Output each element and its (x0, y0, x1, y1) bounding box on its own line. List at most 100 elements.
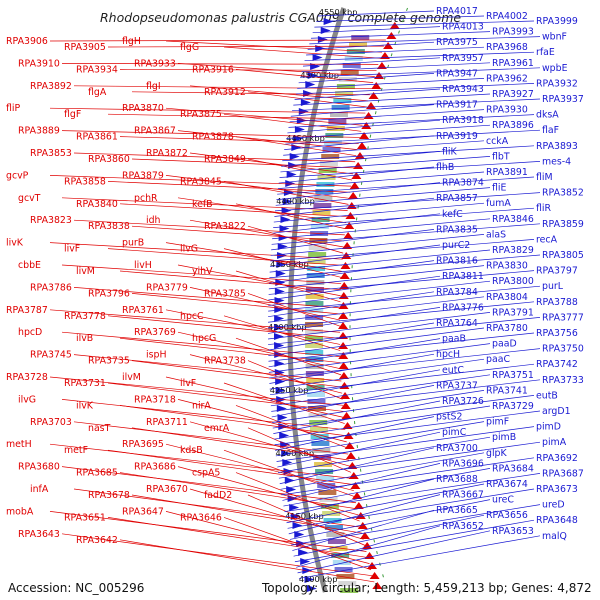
gene-label: RPA3892 (30, 81, 72, 92)
gene-leader-line (286, 483, 485, 524)
gene-label: RPA3751 (492, 370, 534, 381)
gene-leader-line (61, 197, 348, 211)
map-footer: Accession: NC_005296 Topology: circular;… (0, 578, 600, 600)
feature-track-block (306, 273, 325, 278)
reverse-gene-arrow (339, 272, 350, 279)
gene-label: RPA3700 (436, 443, 478, 454)
gene-label: RPA4013 (442, 22, 484, 33)
gene-leader-line (281, 151, 441, 167)
gene-label: RPA3879 (122, 170, 164, 181)
gene-leader-line (278, 441, 541, 479)
gene-leader-line (317, 10, 435, 17)
gene-leader-line (247, 91, 367, 108)
reverse-gene-arrow (338, 362, 349, 369)
feature-track-block (322, 511, 341, 516)
feature-track-block (305, 294, 324, 299)
gene-leader-line (269, 348, 541, 379)
gene-leader-line (278, 436, 491, 473)
reverse-gene-arrow (359, 532, 370, 539)
gene-leader-line (165, 443, 354, 491)
gene-leader-line (316, 15, 485, 22)
gene-leader-line (247, 293, 341, 327)
gene-leader-line (273, 202, 485, 223)
gene-leader-line (235, 136, 357, 157)
gene-leader-line (268, 285, 541, 312)
reverse-gene-arrow (341, 412, 352, 419)
gene-label: RPA3695 (122, 439, 164, 450)
gene-leader-line (273, 405, 491, 440)
gene-label: RPA3918 (442, 115, 484, 126)
gene-label: purC2 (442, 240, 470, 251)
gene-label: flgG (180, 42, 199, 53)
gene-label: RPA3648 (536, 515, 578, 526)
feature-track-block (305, 301, 324, 306)
gene-leader-line (281, 457, 535, 496)
gene-label: fliP (6, 103, 21, 114)
gene-label: RPA3673 (536, 484, 578, 495)
forward-gene-arrow (306, 585, 317, 592)
reverse-gene-arrow (356, 142, 367, 149)
gene-leader-line (268, 270, 535, 295)
gene-label: RPA3910 (18, 58, 60, 69)
gene-label: RPA3930 (486, 105, 528, 116)
feature-track-block (305, 322, 324, 327)
gene-label: cbbE (18, 260, 41, 271)
gene-leader-line (267, 296, 485, 323)
gene-label: hpcH (436, 349, 460, 360)
feature-track-block (317, 175, 336, 180)
gene-label: RPA3680 (18, 462, 60, 473)
gene-label: RPA3933 (134, 58, 176, 69)
kbp-tick-label: 4300 kbp (268, 322, 307, 332)
gene-label: RPA3776 (442, 302, 484, 313)
feature-track-block (305, 329, 324, 334)
kbp-tick-label: 4250 kbp (270, 385, 309, 395)
gene-label: argD1 (542, 406, 571, 417)
gene-leader-line (61, 63, 379, 65)
forward-gene-arrow (275, 387, 286, 394)
forward-gene-arrow (282, 459, 293, 466)
gene-leader-line (165, 175, 350, 199)
forward-gene-arrow (276, 261, 287, 268)
gene-leader-line (189, 219, 344, 248)
feature-track-block (316, 476, 335, 481)
gene-leader-line (189, 287, 341, 321)
gene-label: dksA (536, 110, 559, 121)
gene-label: recA (536, 234, 558, 245)
gene-label: RPA3777 (542, 312, 584, 323)
reverse-gene-arrow (340, 402, 351, 409)
gene-label: paaB (442, 334, 466, 345)
gene-leader-line (268, 327, 485, 357)
gene-leader-line (73, 354, 342, 382)
gene-leader-line (49, 107, 366, 114)
feature-track-block (311, 217, 330, 222)
gene-label: hpcD (18, 327, 42, 338)
gene-leader-line (247, 158, 353, 181)
kbp-tick-label: 4500 kbp (300, 70, 339, 80)
gene-leader-line (269, 260, 435, 284)
gene-label: RPA3811 (442, 271, 484, 282)
gene-label: RPA3859 (542, 219, 584, 230)
gene-label: RPA3737 (436, 380, 478, 391)
gene-leader-line (275, 187, 491, 206)
gene-leader-line (247, 225, 344, 254)
gene-label: ilvG (18, 394, 36, 405)
reverse-gene-arrow (338, 372, 349, 379)
forward-gene-arrow (298, 108, 309, 115)
gene-leader-line (247, 427, 351, 473)
gene-leader-line (286, 124, 491, 139)
gene-leader-line (73, 421, 349, 455)
gene-label: RPA3860 (88, 154, 130, 165)
gene-leader-line (131, 158, 355, 169)
gene-label: pchR (134, 193, 158, 204)
gene-leader-line (235, 203, 346, 230)
gene-leader-line (49, 309, 341, 333)
gene-label: RPA3852 (542, 188, 584, 199)
gene-leader-line (310, 31, 491, 39)
gene-leader-line (61, 533, 373, 577)
gene-label: RPA3932 (536, 78, 578, 89)
gene-leader-line (268, 338, 441, 368)
gene-label: flgI (146, 81, 161, 92)
gene-leader-line (272, 390, 485, 423)
feature-track-block (314, 462, 333, 467)
gene-leader-line (279, 447, 435, 485)
